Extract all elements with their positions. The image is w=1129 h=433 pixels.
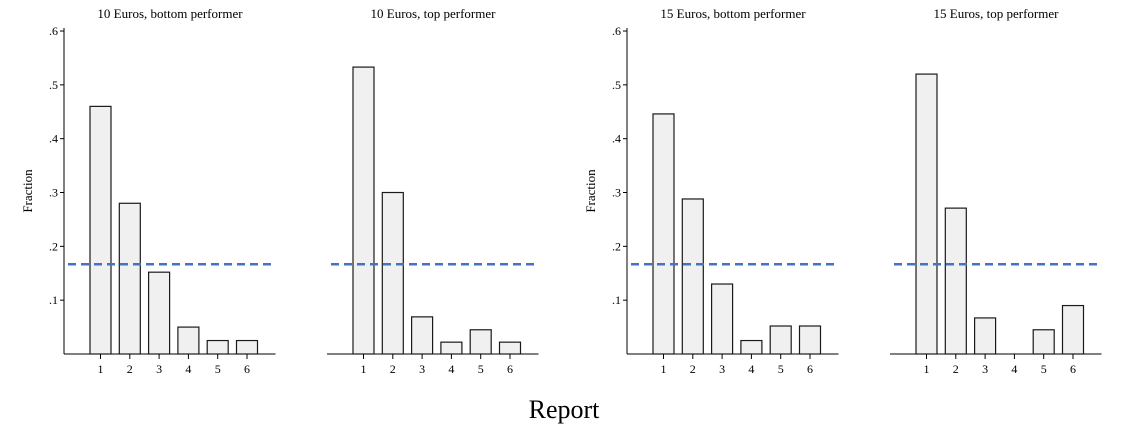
- x-tick-label: 3: [982, 362, 988, 376]
- y-tick-label: .3: [49, 186, 58, 200]
- bar: [769, 325, 792, 355]
- bar: [352, 66, 375, 355]
- bar: [652, 113, 675, 355]
- bar: [740, 339, 763, 355]
- bar: [411, 316, 434, 355]
- x-tick-label: 4: [1011, 362, 1017, 376]
- x-tick-label: 1: [361, 362, 367, 376]
- bar: [681, 198, 704, 355]
- x-tick-label: 3: [719, 362, 725, 376]
- y-tick-label: .3: [612, 186, 621, 200]
- panel-title: 15 Euros, bottom performer: [660, 6, 806, 21]
- bar: [973, 317, 997, 355]
- bar: [710, 283, 734, 355]
- bar: [498, 341, 522, 355]
- x-tick-label: 1: [661, 362, 667, 376]
- x-tick-label: 6: [1070, 362, 1076, 376]
- y-tick-label: .1: [49, 293, 58, 307]
- x-tick-label: 2: [127, 362, 133, 376]
- bar: [798, 325, 822, 355]
- x-tick-label: 4: [185, 362, 191, 376]
- panel-title: 10 Euros, bottom performer: [97, 6, 243, 21]
- y-tick-label: .6: [49, 24, 58, 38]
- x-tick-label: 6: [507, 362, 513, 376]
- x-tick-label: 5: [1041, 362, 1047, 376]
- bar: [1061, 304, 1085, 355]
- bar: [381, 191, 404, 355]
- x-tick-label: 2: [390, 362, 396, 376]
- x-tick-label: 4: [448, 362, 454, 376]
- y-axis-title: Fraction: [20, 169, 35, 213]
- x-tick-label: 5: [778, 362, 784, 376]
- bar: [440, 341, 463, 355]
- x-tick-label: 3: [156, 362, 162, 376]
- x-tick-label: 2: [953, 362, 959, 376]
- bar: [235, 339, 259, 355]
- panel-title: 15 Euros, top performer: [934, 6, 1060, 21]
- bar: [915, 73, 938, 355]
- x-tick-label: 6: [807, 362, 813, 376]
- chart-panel-3: 15 Euros, bottom performer .1 .2 .3 .4 .5 .6 Fr…: [583, 6, 839, 376]
- bar: [206, 339, 229, 355]
- bar: [177, 326, 200, 355]
- bar: [469, 329, 492, 355]
- x-tick-label: 3: [419, 362, 425, 376]
- x-tick-label: 4: [748, 362, 754, 376]
- x-tick-label: 6: [244, 362, 250, 376]
- x-tick-label: 1: [98, 362, 104, 376]
- y-tick-label: .4: [49, 132, 58, 146]
- x-tick-label: 2: [690, 362, 696, 376]
- panel-title: 10 Euros, top performer: [371, 6, 497, 21]
- y-tick-label: .5: [49, 78, 58, 92]
- chart-panel-4: 15 Euros, top performer 1 2 3 4 5 6: [890, 6, 1102, 376]
- x-tick-label: 5: [215, 362, 221, 376]
- bar: [89, 105, 112, 355]
- y-tick-label: .5: [612, 78, 621, 92]
- y-tick-label: .1: [612, 293, 621, 307]
- y-tick-label: .2: [612, 239, 621, 253]
- y-tick-label: .4: [612, 132, 621, 146]
- y-tick-label: .2: [49, 239, 58, 253]
- chart-panel-1: 10 Euros, bottom performer .1 .2 .3 .4 .5 .6 Fr…: [20, 6, 276, 376]
- bar: [944, 207, 967, 355]
- y-tick-label: .6: [612, 24, 621, 38]
- y-axis-title: Fraction: [583, 169, 598, 213]
- bar: [1032, 329, 1055, 355]
- chart-panel-2: 10 Euros, top performer 1 2 3 4 5 6: [327, 6, 539, 376]
- x-tick-label: 5: [478, 362, 484, 376]
- chart-panels: 10 Euros, bottom performer .1 .2 .3 .4 .5 .6 Fr…: [20, 6, 1102, 376]
- x-tick-label: 1: [924, 362, 930, 376]
- x-axis-title: Report: [529, 395, 601, 424]
- bar: [148, 271, 171, 355]
- bar: [118, 202, 141, 355]
